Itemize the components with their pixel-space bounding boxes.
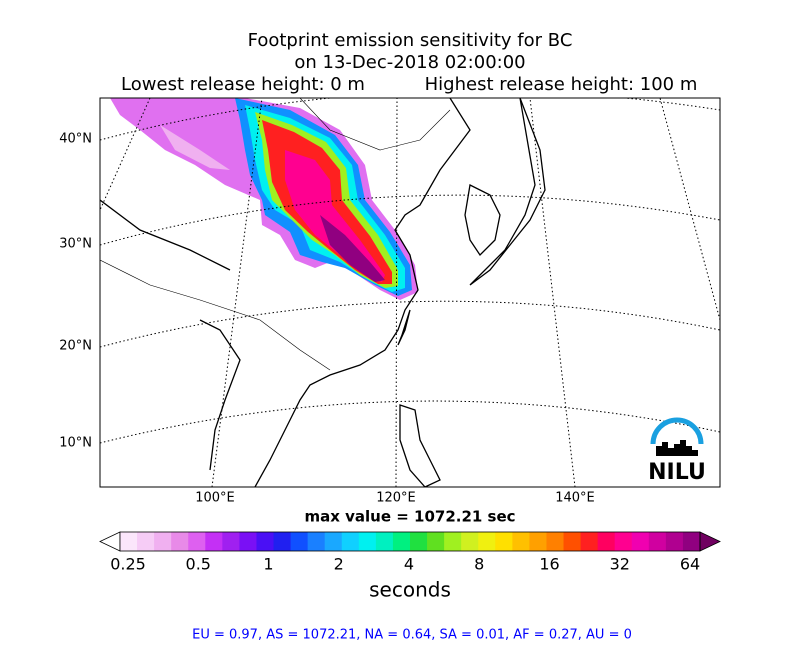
- colorbar-frame: [119, 531, 701, 552]
- colorbar-segment: [529, 532, 547, 551]
- lon-label: 100°E: [195, 491, 235, 506]
- lat-label: 40°N: [59, 132, 92, 147]
- colorbar-segment: [410, 532, 428, 551]
- graticule: [100, 300, 720, 348]
- colorbar-segment: [614, 532, 633, 551]
- colorbar-tick-label: 1: [263, 555, 273, 574]
- colorbar-segment: [154, 532, 172, 551]
- colorbar-segment: [171, 532, 189, 551]
- lon-label: 140°E: [555, 491, 595, 506]
- colorbar-end: [699, 531, 721, 552]
- lon-label: 120°E: [376, 491, 416, 506]
- colorbar-tick-label: 0.5: [186, 555, 211, 574]
- colorbar-segment: [444, 532, 462, 551]
- graticule: [529, 98, 576, 487]
- colorbar-segment: [205, 532, 223, 551]
- border: [299, 98, 451, 151]
- colorbar-segment: [137, 532, 155, 551]
- highest-height: Highest release height: 100 m: [425, 74, 698, 95]
- colorbar-segment: [597, 532, 616, 551]
- colorbar-segment: [358, 532, 377, 551]
- colorbar-tick-label: 4: [404, 555, 414, 574]
- lat-label: 10°N: [59, 436, 92, 451]
- colorbar-segment: [307, 532, 326, 551]
- colorbar-tick-label: 32: [610, 555, 630, 574]
- map: [100, 98, 720, 487]
- colorbar-segment: [461, 532, 479, 551]
- colorbar-segment: [580, 532, 599, 551]
- graticule: [659, 98, 720, 321]
- coastline: [464, 184, 501, 257]
- colorbar-segment: [682, 532, 701, 551]
- coastline: [399, 404, 441, 487]
- logo-text: NILU: [648, 460, 706, 485]
- lat-label: 30°N: [59, 237, 92, 252]
- colorbar-segment: [392, 532, 411, 551]
- graticule: [100, 98, 151, 211]
- colorbar-segment: [495, 532, 513, 551]
- colorbar-segment: [512, 532, 530, 551]
- lowest-height: Lowest release height: 0 m: [121, 74, 365, 95]
- graticule: [211, 98, 263, 487]
- lat-label: 20°N: [59, 339, 92, 354]
- coastline: [397, 309, 411, 346]
- colorbar-tick-label: 64: [680, 555, 700, 574]
- graticule: [100, 400, 720, 444]
- colorbar-segment: [239, 532, 257, 551]
- colorbar-tick-label: 8: [474, 555, 484, 574]
- map-frame: [99, 97, 721, 488]
- colorbar-segment: [256, 532, 275, 551]
- colorbar-segment: [222, 532, 240, 551]
- coastline: [254, 98, 471, 487]
- colorbar-segment: [273, 532, 292, 551]
- colorbar-segment: [188, 532, 206, 551]
- plume: [110, 98, 418, 300]
- colorbar-tick-label: 16: [539, 555, 559, 574]
- colorbar-segment: [375, 532, 394, 551]
- colorbar-tick-label: 2: [334, 555, 344, 574]
- colorbar-label: seconds: [369, 578, 451, 602]
- coastline: [199, 319, 241, 471]
- colorbar-segment: [324, 532, 343, 551]
- graticule: [100, 194, 720, 246]
- colorbar-segment: [427, 532, 445, 551]
- coastline: [469, 98, 546, 286]
- logo: NILU: [648, 417, 706, 485]
- border: [100, 259, 331, 371]
- max-value: max value = 1072.21 sec: [304, 508, 515, 526]
- colorbar-segment: [341, 532, 360, 551]
- colorbar-segment: [665, 532, 684, 551]
- colorbar: 0.25 0.5 1 2 4 8 16 32 64: [99, 531, 721, 574]
- colorbar-end: [99, 531, 121, 552]
- colorbar-segment: [546, 532, 565, 551]
- colorbar-segment: [120, 532, 138, 551]
- colorbar-tick-label: 0.25: [110, 555, 146, 574]
- date: on 13-Dec-2018 02:00:00: [294, 52, 525, 73]
- colorbar-segment: [290, 532, 309, 551]
- colorbar-segment: [478, 532, 496, 551]
- coastline: [100, 199, 231, 271]
- title: Footprint emission sensitivity for BC: [248, 30, 573, 51]
- footer: EU = 0.97, AS = 1072.21, NA = 0.64, SA =…: [192, 628, 632, 643]
- colorbar-segment: [631, 532, 650, 551]
- colorbar-segment: [648, 532, 667, 551]
- graticule: [395, 98, 398, 487]
- colorbar-segment: [563, 532, 582, 551]
